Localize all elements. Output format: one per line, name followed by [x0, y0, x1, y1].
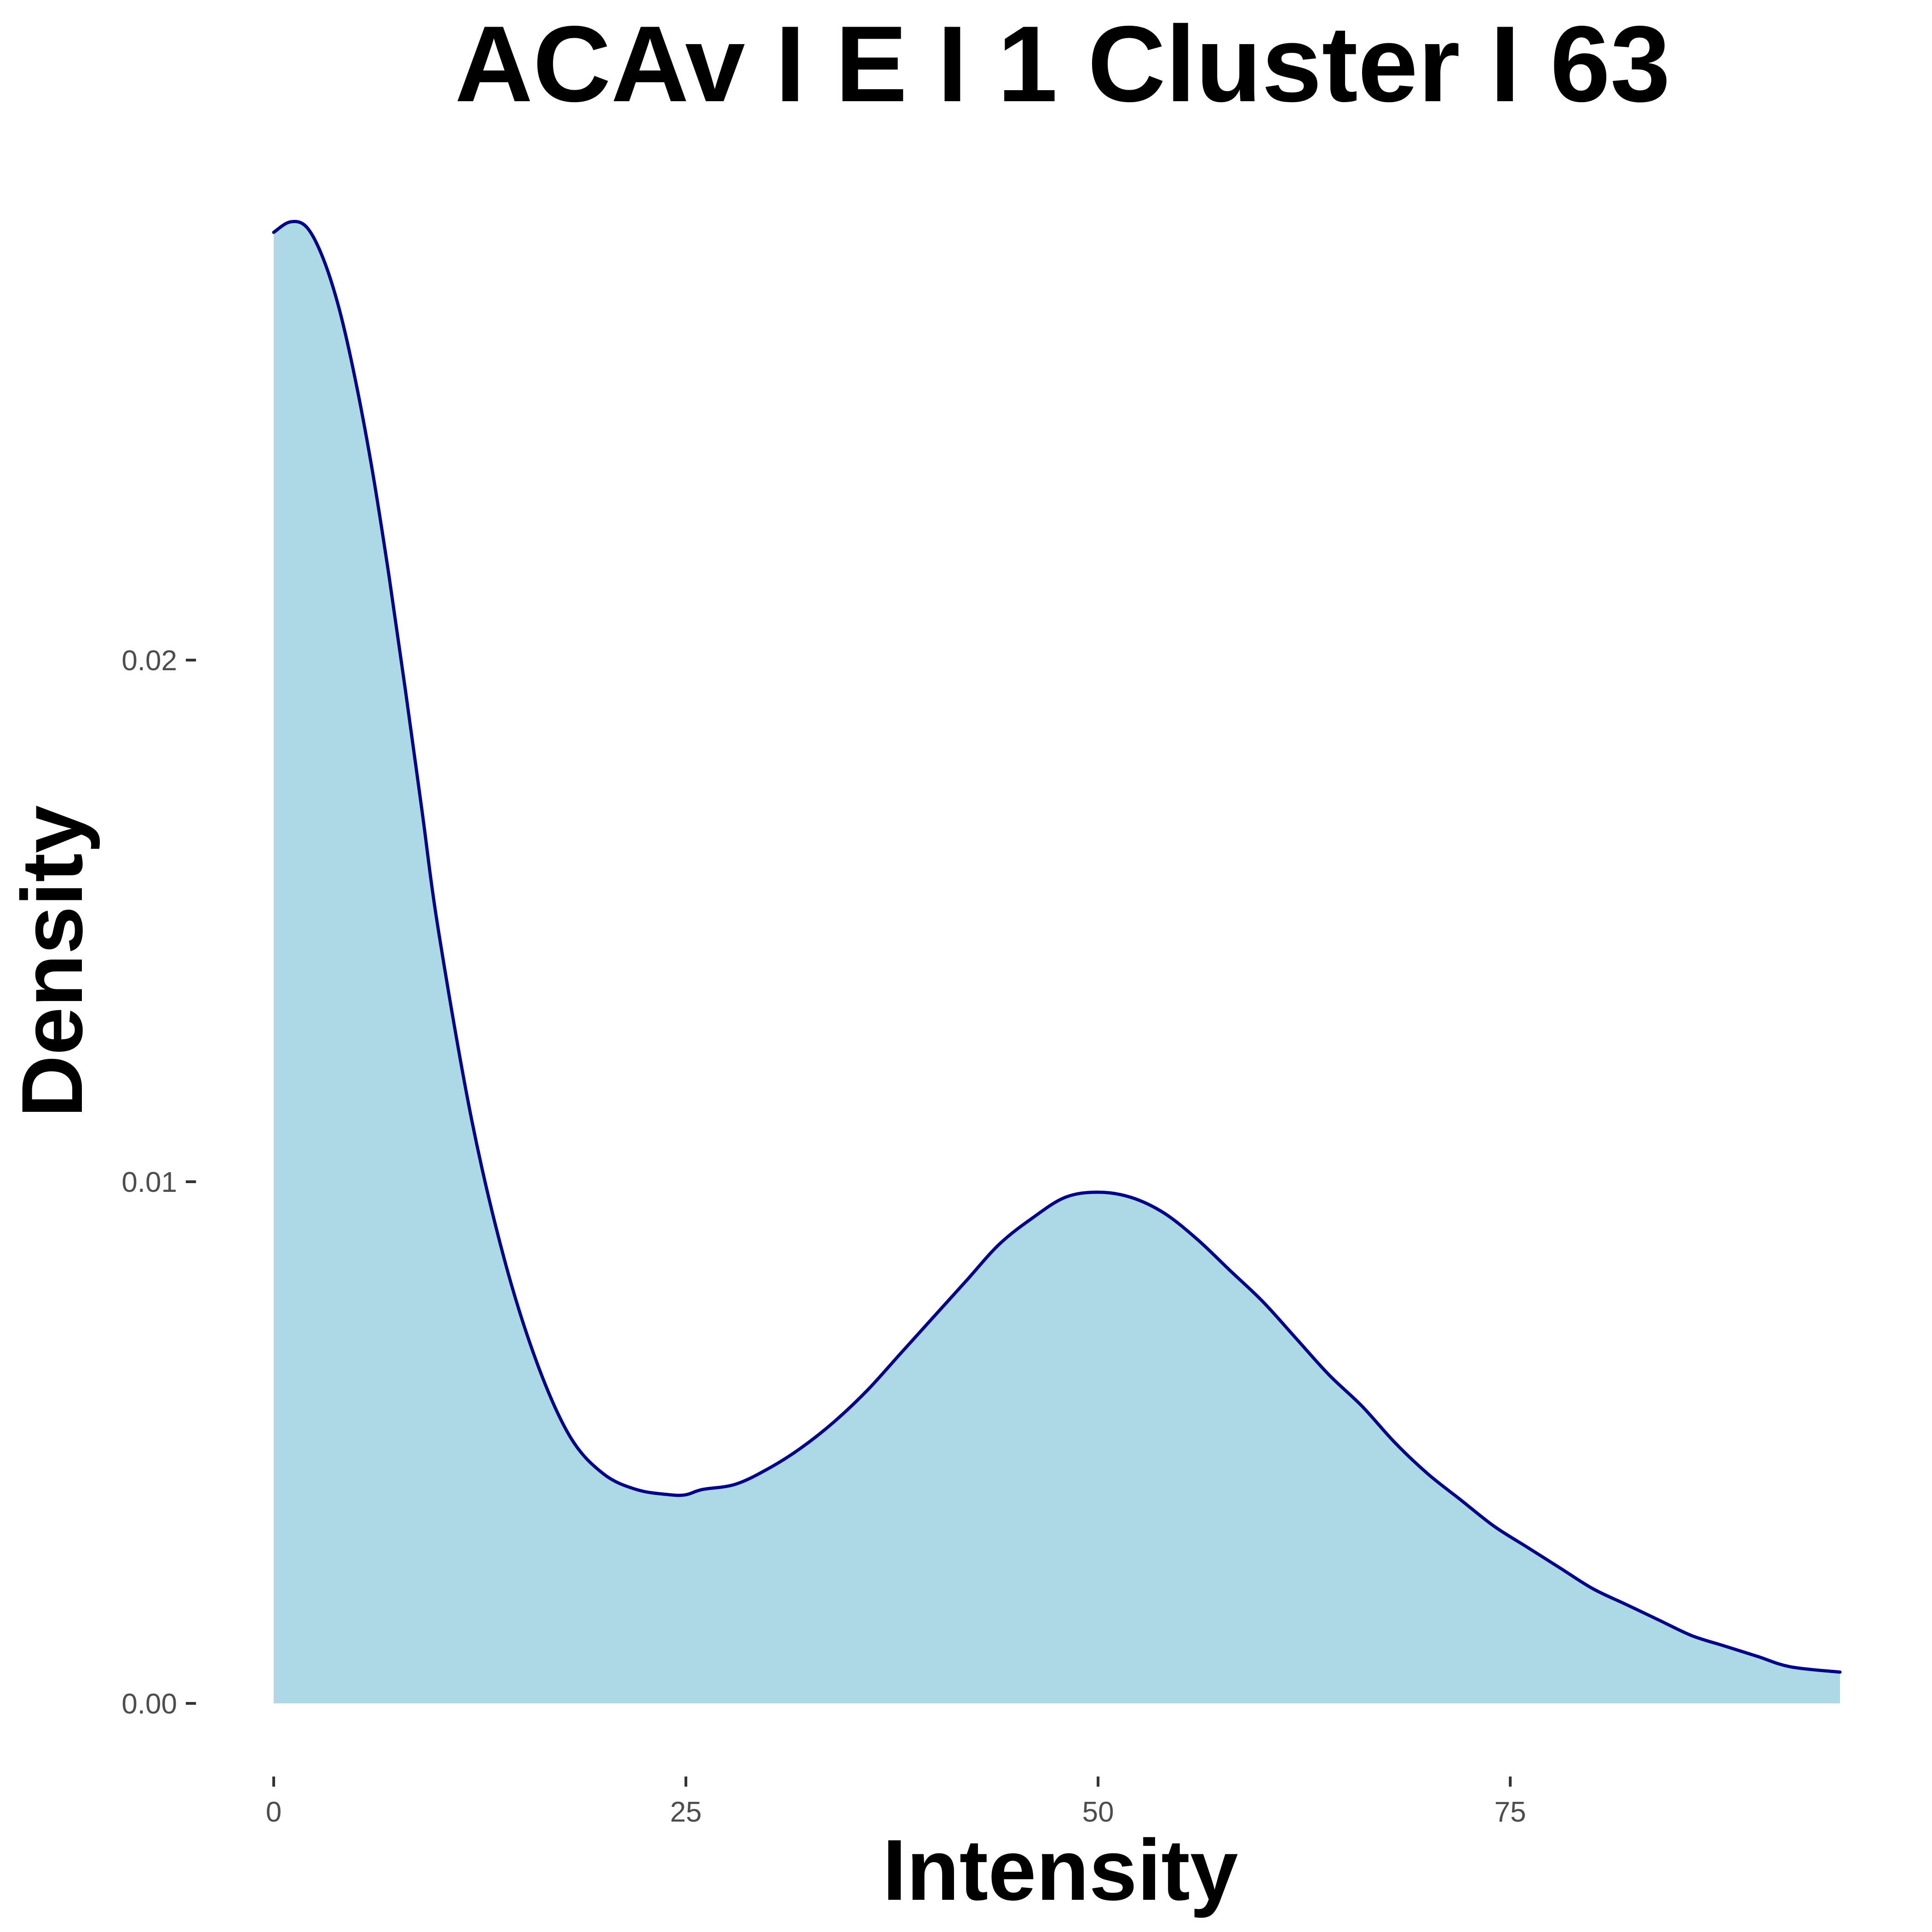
density-area — [274, 221, 1840, 1704]
y-tick-label: 0.01 — [121, 1167, 177, 1198]
plot-area — [272, 220, 1842, 1704]
y-tick-label: 0.02 — [121, 645, 177, 677]
x-axis: 0 25 50 75 — [266, 1777, 1526, 1828]
y-tick-label: 0.00 — [121, 1688, 177, 1720]
x-tick-label: 25 — [670, 1796, 702, 1828]
density-line — [272, 220, 1842, 1674]
y-axis-title: Density — [4, 805, 100, 1117]
x-tick-label: 50 — [1082, 1796, 1114, 1828]
y-axis: 0.00 0.01 0.02 — [121, 645, 196, 1720]
x-axis-title: Intensity — [882, 1822, 1238, 1918]
x-tick-label: 0 — [266, 1796, 282, 1828]
chart-title: ACAv I E I 1 Cluster I 63 — [455, 3, 1671, 124]
x-tick-label: 75 — [1495, 1796, 1526, 1828]
